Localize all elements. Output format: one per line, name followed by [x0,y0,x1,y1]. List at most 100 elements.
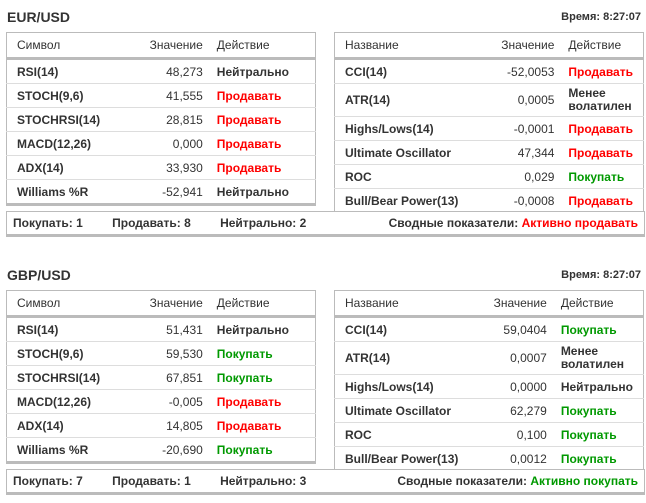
indicator-action: Менее волатилен [550,341,644,375]
right-indicators-table: Название Значение Действие CCI(14) 59,04… [334,290,644,473]
col-value: Значение [483,32,559,60]
indicator-value: 47,344 [483,140,559,165]
table-row: RSI(14) 48,273 Нейтрально [6,58,316,84]
indicator-name[interactable]: RSI(14) [6,58,128,84]
table-row: Highs/Lows(14) -0,0001 Продавать [334,116,644,141]
indicator-name[interactable]: CCI(14) [334,316,479,342]
indicator-name[interactable]: Ultimate Oscillator [334,140,484,165]
indicator-value: -0,005 [128,389,207,414]
table-row: STOCH(9,6) 59,530 Покупать [6,341,316,366]
col-action: Действие [558,32,644,60]
indicator-value: 0,000 [128,131,207,156]
table-row: MACD(12,26) -0,005 Продавать [6,389,316,414]
indicator-value: 0,100 [478,422,551,447]
indicator-action: Покупать [550,316,644,342]
indicator-action: Покупать [550,446,644,473]
indicator-action: Нейтрально [206,179,316,206]
indicator-name[interactable]: ATR(14) [334,83,484,117]
indicator-name[interactable]: ATR(14) [334,341,479,375]
indicator-value: 62,279 [478,398,551,423]
indicator-action: Нейтрально [206,316,316,342]
summary-value: Активно продавать [521,216,638,230]
indicator-action: Продавать [558,140,644,165]
indicator-action: Продавать [206,413,316,438]
indicator-name[interactable]: STOCHRSI(14) [6,107,128,132]
summary-label: Сводные показатели: [388,216,519,230]
indicator-value: 59,530 [128,341,207,366]
indicator-name[interactable]: CCI(14) [334,58,484,84]
summary-value: Активно покупать [530,474,638,488]
neutral-count: Нейтрально: 3 [220,474,307,488]
indicator-name[interactable]: ADX(14) [6,413,128,438]
indicator-name[interactable]: ROC [334,164,484,189]
indicator-value: 41,555 [128,83,207,108]
indicator-name[interactable]: Williams %R [6,179,128,206]
indicator-action: Продавать [206,155,316,180]
indicator-name[interactable]: STOCH(9,6) [6,341,128,366]
indicator-value: -20,690 [128,437,207,464]
indicator-action: Покупать [206,365,316,390]
indicator-value: 0,0000 [478,374,551,399]
table-row: Bull/Bear Power(13) 0,0012 Покупать [334,446,644,473]
indicator-action: Продавать [206,131,316,156]
indicator-value: 48,273 [128,58,207,84]
col-action: Действие [206,290,316,318]
indicator-name[interactable]: RSI(14) [6,316,128,342]
indicator-name[interactable]: Ultimate Oscillator [334,398,479,423]
table-header: Название Значение Действие [334,290,644,318]
indicator-value: 0,0012 [478,446,551,473]
col-value: Значение [128,32,207,60]
table-row: ADX(14) 33,930 Продавать [6,155,316,180]
table-row: MACD(12,26) 0,000 Продавать [6,131,316,156]
indicator-value: 67,851 [128,365,207,390]
indicator-action: Продавать [558,58,644,84]
indicator-action: Продавать [206,83,316,108]
indicator-value: 51,431 [128,316,207,342]
table-row: Highs/Lows(14) 0,0000 Нейтрально [334,374,644,399]
indicator-action: Продавать [206,389,316,414]
summary-bar: Покупать: 7 Продавать: 1 Нейтрально: 3 С… [6,469,645,495]
table-row: Ultimate Oscillator 47,344 Продавать [334,140,644,165]
table-row: Ultimate Oscillator 62,279 Покупать [334,398,644,423]
indicator-name[interactable]: MACD(12,26) [6,389,128,414]
buy-count: Покупать: 7 [13,474,83,488]
table-row: ROC 0,029 Покупать [334,164,644,189]
sell-count: Продавать: 1 [112,474,191,488]
indicator-action: Покупать [550,422,644,447]
indicator-value: -52,941 [128,179,207,206]
indicator-value: -0,0008 [483,188,559,215]
table-row: STOCHRSI(14) 28,815 Продавать [6,107,316,132]
table-row: CCI(14) 59,0404 Покупать [334,316,644,342]
indicator-name[interactable]: STOCH(9,6) [6,83,128,108]
summary-bar: Покупать: 1 Продавать: 8 Нейтрально: 2 С… [6,211,645,237]
pair-title: GBP/USD [7,267,71,283]
table-row: RSI(14) 51,431 Нейтрально [6,316,316,342]
indicator-name[interactable]: STOCHRSI(14) [6,365,128,390]
indicator-action: Покупать [206,341,316,366]
table-row: ROC 0,100 Покупать [334,422,644,447]
indicator-name[interactable]: MACD(12,26) [6,131,128,156]
indicator-value: 0,029 [483,164,559,189]
indicator-name[interactable]: Highs/Lows(14) [334,374,479,399]
indicator-name[interactable]: Bull/Bear Power(13) [334,188,484,215]
indicator-name[interactable]: Williams %R [6,437,128,464]
col-name: Название [334,32,484,60]
col-action: Действие [550,290,644,318]
time-label: Время: 8:27:07 [561,269,641,281]
indicator-name[interactable]: Highs/Lows(14) [334,116,484,141]
col-action: Действие [206,32,316,60]
table-header: Символ Значение Действие [6,32,316,60]
indicator-action: Покупать [558,164,644,189]
indicator-name[interactable]: Bull/Bear Power(13) [334,446,479,473]
table-row: STOCHRSI(14) 67,851 Покупать [6,365,316,390]
indicator-value: -52,0053 [483,58,559,84]
indicator-name[interactable]: ADX(14) [6,155,128,180]
right-indicators-table: Название Значение Действие CCI(14) -52,0… [334,32,644,215]
indicator-value: 59,0404 [478,316,551,342]
col-name: Символ [6,290,128,318]
indicator-action: Менее волатилен [558,83,644,117]
indicator-value: -0,0001 [483,116,559,141]
indicator-name[interactable]: ROC [334,422,479,447]
time-label: Время: 8:27:07 [561,11,641,23]
col-value: Значение [128,290,207,318]
